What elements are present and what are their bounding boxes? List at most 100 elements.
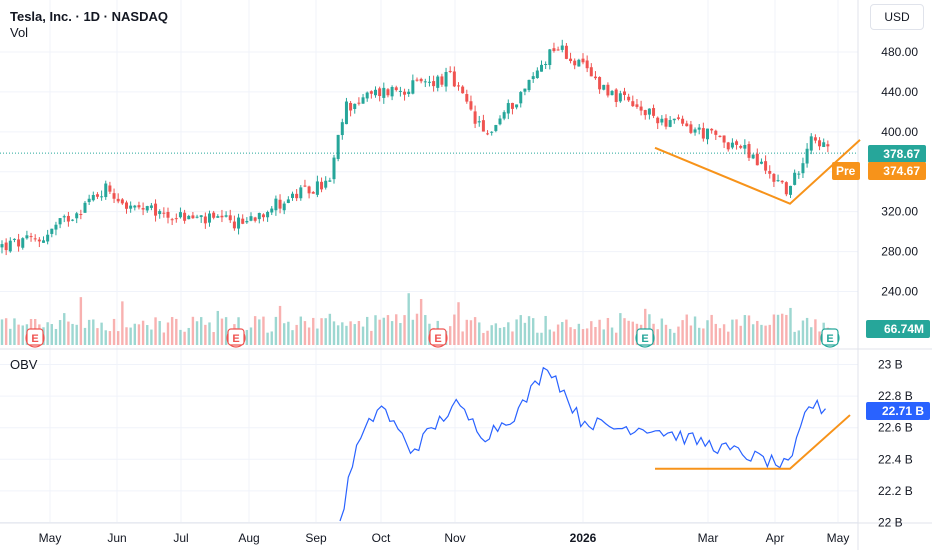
volume-bar (150, 329, 153, 345)
time-axis-tick: Aug (238, 531, 259, 545)
earnings-marker: E (428, 328, 448, 348)
candle-body (145, 206, 149, 211)
volume-bar (556, 324, 560, 345)
candle-body (104, 183, 108, 198)
volume-bar (565, 319, 568, 345)
candle-body (519, 92, 523, 104)
volume-bar (395, 314, 398, 345)
earnings-marker: E (226, 328, 246, 348)
volume-bar (183, 331, 186, 345)
price-axis-tick: 320.00 (881, 205, 918, 219)
price-trendline (654, 139, 861, 205)
volume-bar (336, 325, 340, 345)
volume-bar (320, 318, 323, 345)
candle-body (697, 127, 701, 130)
volume-bar (457, 302, 460, 345)
volume-bar (121, 301, 124, 345)
earnings-marker-box (821, 328, 839, 346)
volume-bar (137, 324, 141, 345)
candle-body (394, 87, 398, 91)
candle-body (556, 49, 560, 51)
candle-body (689, 124, 693, 133)
volume-bar (278, 305, 282, 345)
candle-body (535, 70, 539, 79)
price-axis-tick: 400.00 (881, 125, 918, 139)
time-axis-tick: Oct (372, 531, 391, 545)
time-axis-tick: May (827, 531, 850, 545)
candle-body (681, 118, 685, 124)
volume-bar (378, 319, 381, 345)
candle-body (706, 128, 709, 140)
candle-body (149, 205, 153, 208)
candle-body (693, 129, 697, 133)
volume-bar (519, 315, 522, 345)
candle-body (540, 64, 543, 72)
volume-bar (166, 322, 170, 345)
candle-body (805, 148, 809, 164)
volume-bar (419, 298, 423, 345)
volume-bar (718, 328, 722, 345)
candle-body (531, 76, 535, 80)
axis-labels: 480.00440.00400.00360.00320.00280.00240.… (39, 45, 919, 545)
pre-market-label: Pre (832, 162, 860, 180)
volume-bar (253, 316, 257, 345)
volume-bar (170, 317, 174, 345)
candle-body (569, 58, 573, 62)
currency-button[interactable]: USD (870, 4, 924, 30)
candle-body (125, 202, 128, 209)
volume-bar (179, 329, 182, 345)
candle-body (660, 118, 664, 123)
volume-bar (785, 314, 788, 345)
candle-body (357, 102, 361, 104)
volume-bar (424, 315, 427, 345)
volume-bar (75, 324, 78, 345)
candle-body (610, 91, 614, 96)
candle-body (50, 228, 54, 234)
obv-label: OBV (10, 357, 38, 372)
volume-bar (502, 327, 506, 345)
volume-bar (631, 321, 634, 345)
volume-bar (58, 320, 62, 345)
candle-body (564, 45, 568, 59)
candle-body (286, 199, 290, 203)
candle-body (336, 134, 340, 159)
candle-body (444, 72, 448, 87)
candle-body (726, 142, 730, 150)
volume-bar (390, 321, 394, 345)
candle-body (270, 208, 274, 213)
obv-axis-tick: 22.2 B (878, 484, 913, 498)
obv-axis-tick: 22 B (878, 516, 903, 530)
volume-bar (797, 330, 800, 345)
volume-bar (104, 330, 107, 345)
candle-body (457, 85, 460, 87)
candle-body (581, 58, 585, 63)
candle-body (162, 212, 166, 214)
candle-body (730, 142, 734, 148)
volume-bar (220, 318, 224, 345)
volume-bar (793, 331, 796, 345)
volume-bar (21, 325, 24, 345)
obv-axis-tick: 22.6 B (878, 421, 913, 435)
volume-bar (386, 315, 390, 345)
candle-body (295, 193, 299, 199)
trendlines[interactable] (654, 139, 861, 470)
volume-bar (714, 323, 717, 345)
candle-body (87, 198, 91, 203)
volume-bar (469, 320, 473, 345)
volume-bar (731, 319, 734, 345)
candle-body (577, 59, 581, 67)
volume-bar (349, 321, 352, 345)
volume-bar (627, 320, 630, 345)
volume-bar (283, 323, 286, 345)
candle-body (398, 90, 402, 92)
candle-body (523, 88, 527, 92)
volume-bar (374, 315, 377, 345)
volume-bar (523, 322, 527, 345)
candle-body (735, 141, 739, 145)
candle-body (66, 215, 70, 222)
candle-body (635, 104, 639, 107)
volume-bar (727, 331, 730, 345)
volume-bar (465, 319, 468, 345)
